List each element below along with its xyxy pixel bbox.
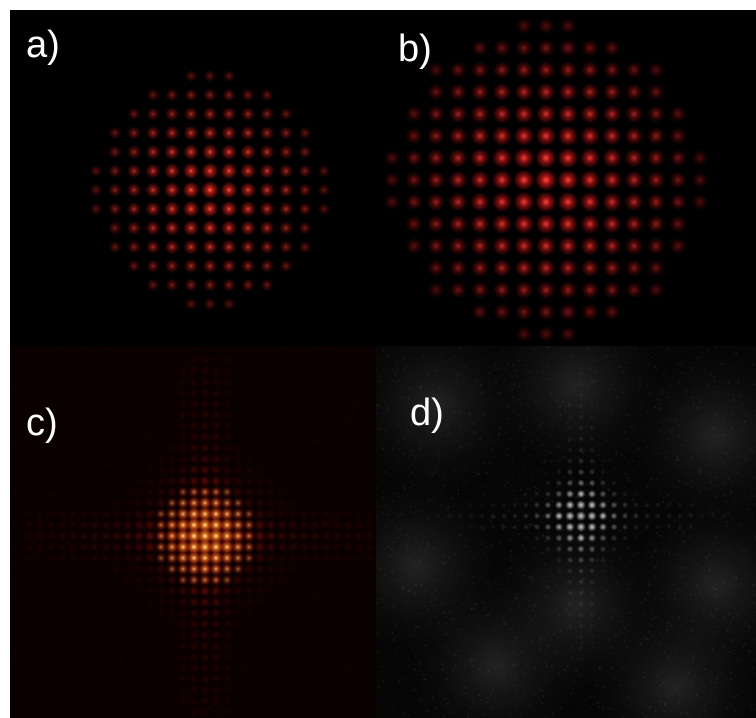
panel-d-label: d) [410,394,444,432]
panel-b: b) [376,10,756,346]
panel-c: c) [10,346,376,718]
panel-d: d) [376,346,756,718]
panel-c-label: c) [26,404,58,442]
panel-a: a) [10,10,376,346]
panel-b-label: b) [398,30,432,68]
panel-a-label: a) [26,26,60,64]
panel-c-spot-pattern [10,346,376,718]
panel-a-spot-pattern [10,10,376,346]
panel-b-spot-pattern [376,10,756,346]
